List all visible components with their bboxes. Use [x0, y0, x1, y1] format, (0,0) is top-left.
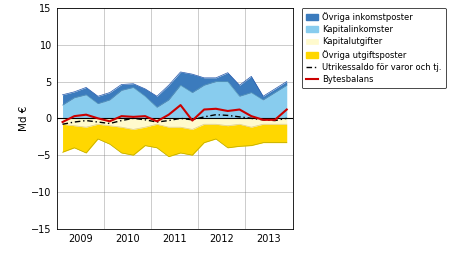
- Legend: Övriga inkomstposter, Kapitalinkomster, Kapitalutgifter, Övriga utgiftsposter, U: Övriga inkomstposter, Kapitalinkomster, …: [302, 8, 446, 88]
- Y-axis label: Md €: Md €: [18, 106, 28, 131]
